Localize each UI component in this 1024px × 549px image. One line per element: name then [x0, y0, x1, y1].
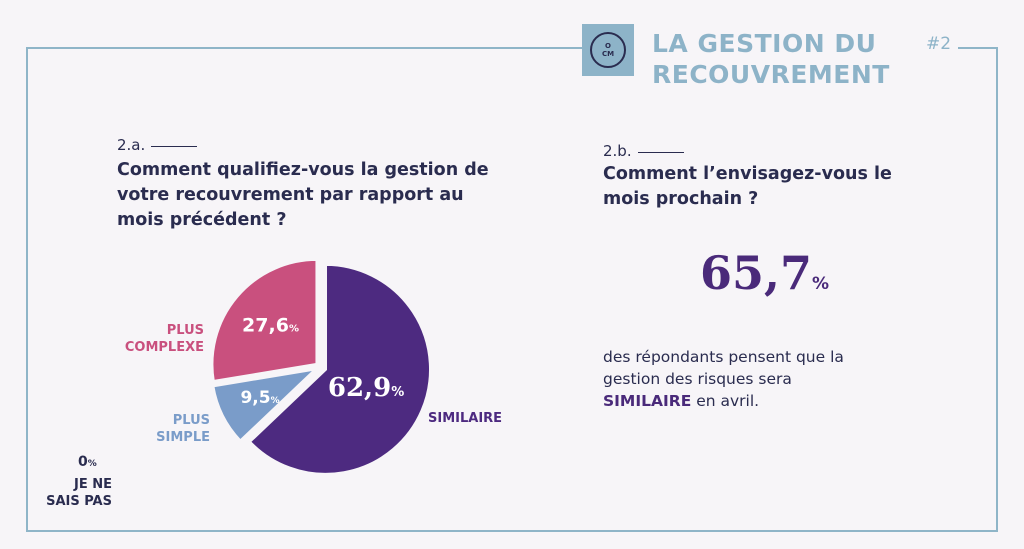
question-b-line1: Comment l’envisagez-vous le	[603, 164, 892, 184]
question-b-description: des répondants pensent que la gestion de…	[603, 346, 893, 412]
pie-label-plus-simple: 9,5%	[240, 388, 279, 408]
page-title-line2: RECOUVREMENT	[652, 60, 890, 89]
question-a-text: Comment qualifiez-vous la gestion de vot…	[117, 158, 489, 233]
label-jnsp-line1: JE NE	[73, 477, 112, 492]
desc-tail: en avril.	[691, 392, 760, 410]
question-a-line2: votre recouvrement par rapport au	[117, 185, 464, 205]
label-plus-simple-line2: SIMPLE	[156, 430, 210, 445]
desc-highlight: SIMILAIRE	[603, 392, 692, 410]
pie-slice-similaire	[247, 262, 432, 476]
pie-label-plus-complexe: 27,6%	[242, 315, 299, 337]
desc-line1: des répondants pensent que la	[603, 348, 844, 366]
question-a-number: 2.a.	[117, 136, 198, 154]
question-a-rule	[151, 146, 198, 147]
jnsp-value: 0%	[78, 454, 97, 470]
pie-slice-plus-simple	[211, 366, 321, 444]
page-title-line1: LA GESTION DU	[652, 29, 877, 58]
question-b-number-text: 2.b.	[603, 142, 632, 160]
label-jnsp-line2: SAIS PAS	[46, 494, 112, 509]
label-plus-complexe-line1: PLUS	[166, 323, 204, 338]
question-a-number-text: 2.a.	[117, 136, 146, 154]
frame-top-right-line	[958, 47, 998, 49]
question-a-line1: Comment qualifiez-vous la gestion de	[117, 160, 489, 180]
label-plus-simple: PLUS SIMPLE	[130, 412, 210, 446]
question-b-rule	[637, 152, 684, 153]
label-je-ne-sais-pas: JE NE SAIS PAS	[40, 476, 112, 510]
question-b-line2: mois prochain ?	[603, 189, 759, 209]
desc-line2: gestion des risques sera	[603, 370, 792, 388]
question-b-number: 2.b.	[603, 142, 684, 160]
label-similaire: SIMILAIRE	[428, 411, 503, 426]
label-plus-complexe: PLUS COMPLEXE	[110, 322, 204, 356]
label-plus-simple-line1: PLUS	[172, 413, 210, 428]
jnsp-value-number: 0	[78, 454, 88, 470]
section-number: #2	[926, 34, 952, 54]
pie-slice-plus-complexe	[210, 257, 319, 384]
logo-text-top: O	[605, 42, 611, 50]
logo-ring: O CM	[590, 32, 626, 68]
big-percentage-unit: %	[812, 274, 830, 294]
ocm-logo: O CM	[582, 24, 634, 76]
jnsp-value-unit: %	[87, 459, 97, 469]
frame-top-left-line	[26, 47, 582, 49]
logo-text-bottom: CM	[601, 50, 615, 58]
question-b-text: Comment l’envisagez-vous le mois prochai…	[603, 162, 892, 212]
label-plus-complexe-line2: COMPLEXE	[124, 340, 204, 355]
content-frame	[26, 47, 998, 532]
page-title: LA GESTION DU RECOUVREMENT	[652, 28, 912, 90]
big-percentage-number: 65,7	[700, 246, 813, 300]
question-a-line3: mois précédent ?	[117, 210, 287, 230]
desc-line3: SIMILAIRE en avril.	[603, 390, 893, 412]
big-percentage: 65,7%	[700, 246, 829, 300]
